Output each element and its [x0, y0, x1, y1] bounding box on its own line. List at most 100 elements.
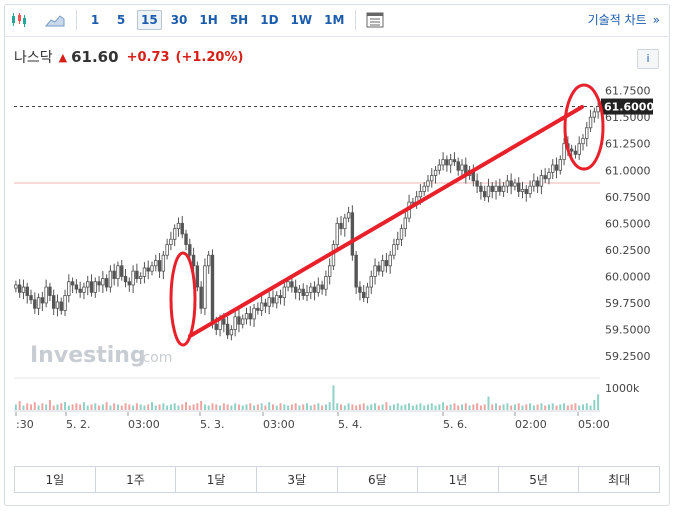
- y-tick-label: 59.2500: [605, 350, 651, 363]
- volume-bar: [79, 404, 82, 410]
- volume-bar: [132, 405, 135, 410]
- candle-body: [120, 265, 124, 277]
- candle-body: [199, 286, 203, 309]
- volume-bar: [426, 404, 429, 410]
- candle-body: [14, 284, 18, 289]
- candle-body: [21, 286, 26, 293]
- candle-body: [222, 318, 226, 325]
- candlestick-icon[interactable]: [8, 10, 30, 30]
- volume-bar: [22, 405, 25, 410]
- volume-bar: [219, 405, 222, 410]
- candle-body: [441, 159, 445, 166]
- interval-1m[interactable]: 1M: [324, 13, 345, 27]
- volume-bar: [585, 403, 588, 410]
- volume-bar: [313, 404, 316, 410]
- volume-bar: [581, 404, 584, 410]
- volume-bar: [544, 405, 547, 410]
- candle-body: [93, 281, 97, 293]
- candle-body: [327, 265, 332, 277]
- volume-bar: [396, 403, 399, 410]
- candle-body: [343, 217, 347, 230]
- volume-bar: [128, 404, 131, 410]
- volume-bar: [109, 405, 112, 410]
- candle-body: [101, 278, 105, 286]
- last-price: 61.60: [71, 48, 119, 66]
- interval-5[interactable]: 5: [116, 13, 126, 27]
- volume-axis-label: 1000k: [605, 382, 640, 395]
- volume-bar: [135, 403, 138, 410]
- candle-body: [214, 323, 218, 330]
- x-tick-label: 02:00: [515, 418, 547, 431]
- volume-bar: [510, 405, 513, 410]
- candle-body: [558, 159, 563, 171]
- volume-bar: [253, 405, 256, 410]
- interval-1h[interactable]: 1H: [199, 13, 218, 27]
- volume-bar: [185, 402, 188, 410]
- candle-body: [271, 297, 275, 304]
- info-button[interactable]: i: [637, 49, 659, 69]
- volume-bar: [374, 403, 377, 410]
- volume-bar: [52, 405, 55, 410]
- table-view-icon[interactable]: [364, 10, 386, 30]
- technical-chart-link[interactable]: 기술적 차트 »: [588, 11, 660, 28]
- volume-bar: [67, 405, 70, 410]
- area-chart-icon[interactable]: [44, 10, 66, 30]
- candle-body: [365, 286, 370, 299]
- price-tag-label: 61.6000: [604, 101, 654, 114]
- candle-body: [350, 212, 355, 256]
- volume-bar: [203, 404, 206, 410]
- candle-body: [225, 323, 230, 336]
- candle-body: [78, 288, 82, 293]
- candle-body: [116, 265, 120, 279]
- volume-bar: [309, 405, 312, 410]
- volume-bar: [536, 404, 539, 410]
- x-tick-label: 03:00: [263, 418, 295, 431]
- candle-body: [97, 281, 101, 286]
- volume-bar: [260, 403, 263, 410]
- range-max[interactable]: 최대: [608, 473, 631, 487]
- candle-body: [29, 295, 33, 301]
- range-6m[interactable]: 6달: [338, 467, 419, 492]
- candle-body: [539, 175, 544, 187]
- candle-body: [430, 175, 434, 182]
- volume-bar: [321, 405, 324, 410]
- volume-bar: [491, 404, 494, 410]
- volume-bar: [434, 405, 437, 410]
- volume-bar: [173, 403, 176, 410]
- volume-bar: [502, 404, 505, 410]
- volume-bar: [26, 403, 29, 410]
- candle-body: [411, 201, 415, 204]
- range-1m[interactable]: 1달: [176, 467, 257, 492]
- volume-bar: [215, 404, 218, 410]
- interval-15[interactable]: 15: [137, 10, 162, 30]
- interval-1[interactable]: 1: [90, 13, 100, 27]
- interval-1w[interactable]: 1W: [290, 13, 313, 27]
- candle-body: [509, 180, 513, 187]
- candle-body: [448, 159, 453, 166]
- volume-bar: [45, 404, 48, 410]
- candle-body: [362, 291, 366, 299]
- range-1d[interactable]: 1일: [15, 467, 96, 492]
- volume-bar: [298, 405, 301, 410]
- candle-body: [36, 297, 41, 309]
- candle-body: [48, 286, 52, 296]
- candle-body: [403, 217, 407, 230]
- range-1w[interactable]: 1주: [96, 467, 177, 492]
- volume-bar: [389, 405, 392, 410]
- range-1y[interactable]: 1년: [418, 467, 499, 492]
- volume-bar: [521, 405, 524, 410]
- interval-30[interactable]: 30: [170, 13, 188, 27]
- range-5y[interactable]: 5년: [499, 467, 580, 492]
- volume-bar: [71, 404, 74, 410]
- range-3m[interactable]: 3달: [257, 467, 338, 492]
- volume-bar: [404, 404, 407, 410]
- volume-bar: [351, 404, 354, 410]
- candle-body: [233, 316, 237, 330]
- interval-1d[interactable]: 1D: [260, 13, 279, 27]
- volume-bar: [457, 405, 460, 410]
- volume-bar: [60, 403, 63, 410]
- volume-bar: [589, 405, 592, 410]
- volume-bar: [411, 405, 414, 410]
- interval-5h[interactable]: 5H: [229, 13, 249, 27]
- y-tick-label: 60.7500: [605, 191, 651, 204]
